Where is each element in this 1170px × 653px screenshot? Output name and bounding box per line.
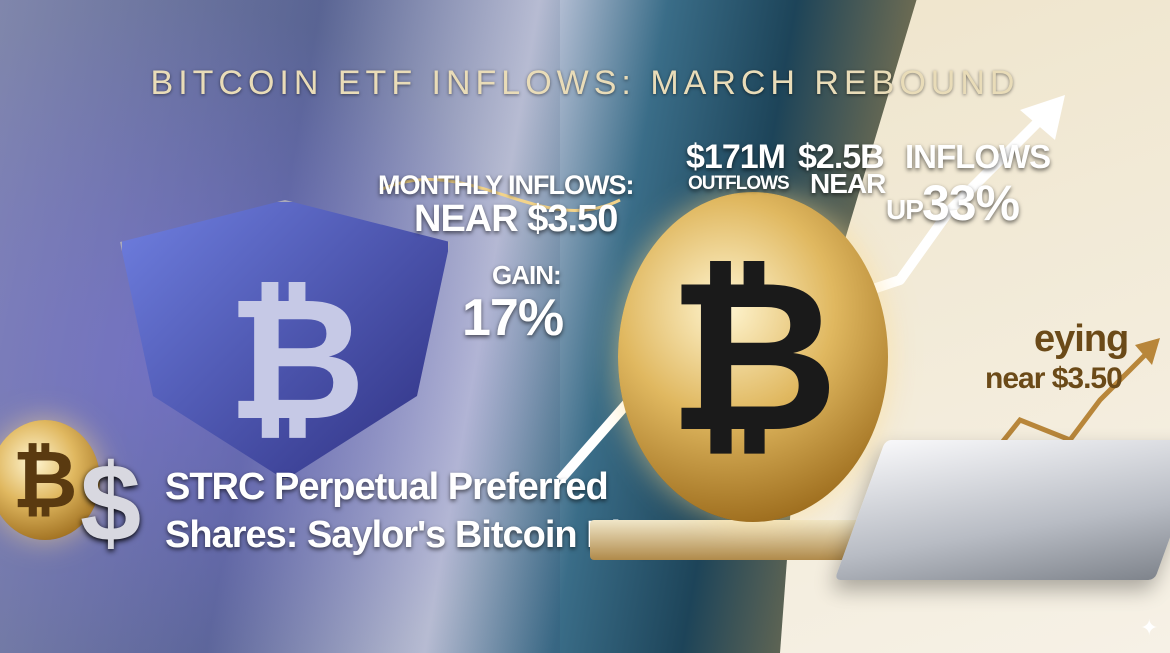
near-label: NEAR (810, 168, 886, 199)
gold-swoosh (379, 178, 621, 212)
near-value: $2.5B (798, 138, 885, 176)
gold-arrow-head (1135, 338, 1160, 365)
eying-text: eying (1034, 318, 1129, 360)
gain-value: 17% (462, 289, 564, 347)
headline-line1: STRC Perpetual Preferred (165, 466, 609, 508)
bitcoin-coin-large: ₿ (618, 192, 888, 522)
pedestal (590, 520, 890, 560)
dollar-icon: $ (80, 442, 142, 565)
page-title: BITCOIN ETF INFLOWS: MARCH REBOUND (150, 64, 1020, 102)
outflows-label: OUTFLOWS (688, 173, 790, 194)
silver-bar (834, 440, 1170, 580)
bitcoin-icon: ₿ (227, 265, 366, 455)
inflows-prefix: UP (886, 194, 924, 225)
bitcoin-coin-small: ₿ (0, 420, 100, 540)
headline-line2: Shares: Saylor's Bitcoin Play (165, 514, 661, 556)
white-arrow-head (1020, 95, 1065, 140)
sparkle-icon: ✦ (1140, 615, 1159, 640)
gain-label: GAIN: (492, 260, 562, 290)
bitcoin-icon: ₿ (667, 239, 839, 474)
monthly-inflows-value: NEAR $3.50 (414, 198, 618, 240)
near-price-text: near $3.50 (985, 362, 1123, 395)
inflows-value: 33% (922, 175, 1020, 231)
outflows-value: $171M (686, 138, 786, 176)
bitcoin-icon: ₿ (12, 435, 78, 524)
monthly-inflows-label: MONTHLY INFLOWS: (378, 170, 634, 200)
inflows-label: INFLOWS (905, 138, 1051, 175)
